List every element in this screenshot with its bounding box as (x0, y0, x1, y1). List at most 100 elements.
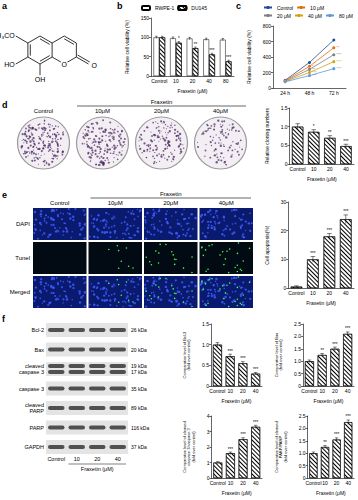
svg-text:1: 1 (207, 460, 210, 466)
svg-text:80: 80 (223, 78, 229, 84)
svg-text:20μM: 20μM (154, 108, 169, 114)
svg-text:20: 20 (327, 290, 333, 296)
svg-text:10: 10 (311, 166, 317, 172)
svg-text:1.0: 1.0 (299, 450, 306, 456)
svg-text:1.5: 1.5 (294, 346, 301, 352)
svg-text:2: 2 (207, 444, 210, 450)
svg-text:0.5: 0.5 (294, 371, 301, 377)
svg-text:40: 40 (115, 456, 121, 462)
svg-text:1.5: 1.5 (281, 105, 288, 111)
svg-text:1.5: 1.5 (202, 321, 209, 327)
svg-text:35 kDa: 35 kDa (131, 386, 147, 392)
svg-text:80 μM: 80 μM (339, 13, 353, 19)
svg-text:0: 0 (146, 73, 149, 79)
svg-text:0.5: 0.5 (299, 463, 306, 469)
svg-text:RWPE-1: RWPE-1 (155, 5, 175, 11)
svg-text:***: *** (226, 55, 232, 60)
svg-text:20: 20 (240, 480, 246, 486)
svg-text:***: *** (334, 432, 340, 437)
svg-text:Fraxetin (μM): Fraxetin (μM) (316, 490, 346, 496)
svg-text:Bcl-2: Bcl-2 (31, 327, 44, 333)
svg-text:Fraxetin (μM): Fraxetin (μM) (222, 490, 252, 496)
svg-text:40: 40 (343, 290, 349, 296)
svg-text:HO: HO (4, 61, 15, 68)
svg-text:Merged: Merged (10, 289, 30, 295)
svg-text:10: 10 (227, 388, 233, 394)
svg-text:Control: Control (277, 5, 293, 11)
svg-text:116 kDa: 116 kDa (131, 425, 149, 431)
svg-text:Bax: Bax (35, 347, 45, 353)
svg-text:2.0: 2.0 (294, 333, 301, 339)
svg-text:***: *** (228, 349, 234, 354)
svg-text:0: 0 (268, 85, 271, 91)
svg-text:Fraxetin (μM): Fraxetin (μM) (178, 88, 208, 94)
svg-text:10: 10 (319, 388, 325, 394)
svg-text:20 kDa: 20 kDa (131, 347, 147, 353)
svg-text:(fold over control): (fold over control) (278, 339, 283, 371)
svg-text:DAPI: DAPI (16, 221, 30, 227)
svg-text:2.5: 2.5 (294, 321, 301, 327)
svg-text:48 h: 48 h (305, 90, 315, 96)
svg-text:50: 50 (143, 54, 149, 60)
svg-text:Fraxetin (μM): Fraxetin (μM) (306, 300, 336, 306)
svg-text:Control: Control (305, 480, 321, 486)
svg-text:***: *** (240, 432, 246, 437)
svg-text:30: 30 (281, 199, 287, 205)
svg-text:20: 20 (327, 166, 333, 172)
svg-text:40: 40 (206, 78, 212, 84)
svg-text:10 μM: 10 μM (310, 5, 324, 11)
svg-text:d: d (2, 100, 8, 110)
svg-text:***: *** (253, 420, 259, 425)
svg-text:20: 20 (334, 480, 340, 486)
svg-text:20: 20 (332, 388, 338, 394)
svg-text:20 μM: 20 μM (277, 13, 291, 19)
svg-text:***: *** (240, 356, 246, 361)
svg-text:20μM: 20μM (163, 200, 178, 206)
svg-text:***: *** (228, 447, 234, 452)
svg-text:600: 600 (263, 39, 272, 45)
svg-text:40: 40 (253, 480, 259, 486)
svg-text:b: b (117, 1, 123, 11)
svg-text:40 μM: 40 μM (308, 13, 322, 19)
svg-text:Fraxetin (μM): Fraxetin (μM) (314, 398, 344, 404)
svg-text:3: 3 (207, 429, 210, 435)
svg-text:H₃CO: H₃CO (0, 32, 15, 39)
svg-text:150: 150 (141, 15, 150, 21)
svg-text:10: 10 (281, 256, 287, 262)
svg-text:0: 0 (285, 161, 288, 167)
svg-text:40: 40 (343, 166, 349, 172)
svg-text:40: 40 (345, 480, 351, 486)
svg-text:20: 20 (240, 388, 246, 394)
svg-text:***: *** (345, 326, 351, 331)
svg-text:(fold over control): (fold over control) (186, 339, 191, 371)
svg-text:cleavedPARP: cleavedPARP (25, 402, 44, 414)
svg-text:***: *** (336, 59, 341, 64)
svg-text:a: a (2, 1, 8, 11)
svg-text:0.5: 0.5 (281, 142, 288, 148)
svg-text:*: * (313, 124, 315, 129)
svg-text:***: *** (343, 209, 349, 214)
svg-text:40: 40 (253, 388, 259, 394)
svg-text:GAPDH: GAPDH (24, 444, 44, 450)
svg-text:10: 10 (310, 290, 316, 296)
svg-text:OH: OH (35, 76, 46, 83)
svg-text:**: ** (288, 79, 292, 84)
svg-text:***: *** (336, 66, 341, 71)
svg-text:100: 100 (141, 34, 150, 40)
svg-text:caspase 3: caspase 3 (19, 386, 44, 392)
svg-text:O: O (91, 62, 97, 69)
svg-text:37 kDa: 37 kDa (131, 444, 147, 450)
svg-text:f: f (2, 314, 6, 324)
svg-text:***: *** (336, 52, 341, 57)
svg-text:**: ** (194, 42, 198, 47)
svg-text:PARP: PARP (29, 425, 44, 431)
svg-text:Fraxetin: Fraxetin (151, 99, 173, 105)
svg-text:10: 10 (74, 456, 80, 462)
svg-text:72 h: 72 h (329, 90, 339, 96)
svg-text:Relative cell viability (%): Relative cell viability (%) (246, 30, 252, 84)
svg-text:Control: Control (34, 108, 53, 114)
svg-text:Cell apoptosis(%): Cell apoptosis(%) (264, 225, 270, 265)
svg-text:***: *** (327, 228, 333, 233)
svg-text:10: 10 (228, 480, 234, 486)
svg-text:***: *** (209, 48, 215, 53)
